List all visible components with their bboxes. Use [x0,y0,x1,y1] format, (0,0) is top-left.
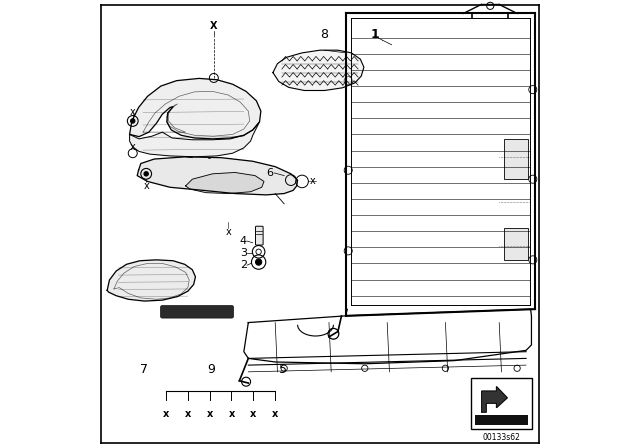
Text: 00133s62: 00133s62 [483,433,520,442]
Text: x: x [163,409,169,418]
Polygon shape [137,157,298,195]
Text: x: x [184,409,191,418]
Circle shape [255,259,262,265]
Text: 8: 8 [321,28,328,41]
FancyBboxPatch shape [255,226,263,245]
Text: x: x [272,409,278,418]
Polygon shape [186,172,264,194]
Polygon shape [130,122,260,157]
Text: x: x [143,181,149,191]
FancyBboxPatch shape [504,139,529,179]
Text: 5: 5 [279,363,287,376]
Circle shape [144,172,148,176]
Text: x: x [130,142,136,152]
Text: 6: 6 [266,168,273,178]
Circle shape [131,119,135,123]
Polygon shape [130,78,261,139]
Polygon shape [482,387,508,412]
Polygon shape [273,50,364,90]
Text: x: x [310,177,316,186]
Text: 3: 3 [240,248,247,258]
Text: x: x [130,108,136,117]
Polygon shape [108,260,195,301]
Text: x: x [228,409,235,418]
Text: 1: 1 [371,28,379,41]
Text: x: x [250,409,257,418]
Text: 7: 7 [140,363,148,376]
Text: X: X [210,22,218,31]
FancyBboxPatch shape [161,306,234,318]
Text: x: x [225,227,231,237]
Bar [475,415,528,425]
FancyBboxPatch shape [504,228,529,260]
Bar [470,378,532,429]
Text: 9: 9 [207,363,216,376]
Text: 2: 2 [240,260,247,270]
Text: x: x [207,409,212,418]
Text: 4: 4 [240,236,247,246]
